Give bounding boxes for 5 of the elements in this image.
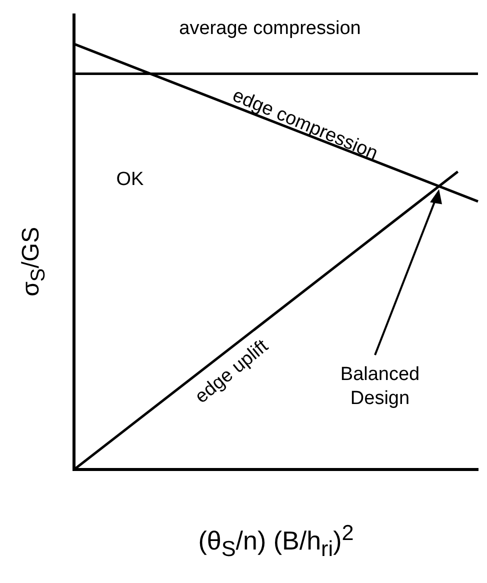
annotation: edge uplift: [191, 335, 273, 408]
x-axis-title: (θ$_{S}$/n) (B/h$_{ri}$)$^{2}$: [197, 520, 355, 562]
annotation: OK: [116, 169, 144, 190]
annotation: Balanced Design: [340, 364, 420, 410]
text: average compression: [179, 18, 361, 40]
